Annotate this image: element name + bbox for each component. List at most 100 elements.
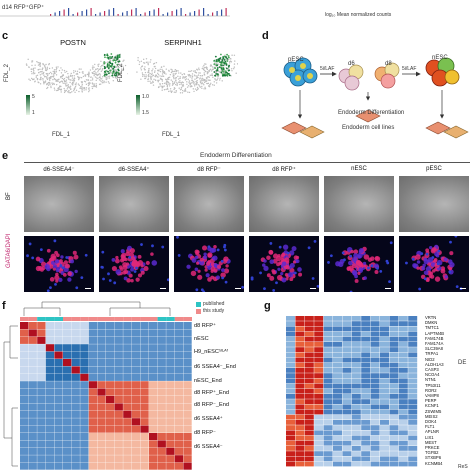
gene-label: CASP3 bbox=[425, 367, 439, 372]
scale-bar bbox=[160, 287, 166, 289]
row-label-bf: BF bbox=[6, 192, 12, 200]
heatmap-row-label: d8 RFP⁺ bbox=[194, 323, 216, 329]
heatmap-row-label: d6 SSEA4⁺ bbox=[194, 416, 223, 422]
gene-label: TP53I11 bbox=[425, 382, 441, 388]
gene-label: SLC39A8 bbox=[425, 346, 443, 352]
scale-bar bbox=[235, 287, 241, 289]
brightfield-image bbox=[399, 176, 469, 232]
gene-label: VRTN bbox=[425, 315, 437, 320]
correlation-heatmap bbox=[3, 301, 192, 470]
d8-cell-cluster bbox=[374, 62, 400, 89]
axis-label: log₁₀ Mean normalized counts bbox=[325, 12, 392, 18]
legend-thisstudy-label: this study bbox=[203, 308, 225, 314]
legend-min-postn: 1 bbox=[32, 110, 35, 116]
process-label: Endoderm Differentiation bbox=[338, 110, 405, 116]
panel-e-letter: e bbox=[2, 150, 9, 162]
legend-max-postn: 5 bbox=[32, 94, 35, 100]
heatmap-row-label: d8 RFP⁺_End bbox=[194, 390, 229, 396]
gene-label: VAMP8 bbox=[425, 393, 439, 398]
genome-track-strip: d14 RFP⁺GFP⁺ log₁₀ Mean normalized count… bbox=[0, 0, 474, 22]
gene-label: APLNR bbox=[425, 429, 439, 435]
gene-label: PERP bbox=[425, 398, 437, 404]
gene-label: STXBP6 bbox=[425, 455, 442, 461]
legend-published-swatch bbox=[196, 302, 201, 307]
scale-bar bbox=[85, 287, 91, 289]
gene-label: TMTC1 bbox=[425, 325, 439, 331]
scale-bar bbox=[385, 287, 391, 289]
scale-bar bbox=[310, 287, 316, 289]
column-title-2: d8 RFP⁻ bbox=[197, 167, 221, 173]
legend-min-serpinh1: 1.5 bbox=[142, 110, 149, 116]
endoderm-cells-left bbox=[281, 121, 325, 139]
gene-label: MEST bbox=[425, 439, 437, 445]
brightfield-image bbox=[24, 176, 94, 232]
legend-bar-postn bbox=[26, 95, 30, 115]
gene-label: NID2 bbox=[425, 356, 435, 362]
gene-heatmap bbox=[286, 316, 418, 467]
heatmap-row-label: nESC bbox=[194, 336, 209, 342]
umap-title-serpinh1: SERPINH1 bbox=[164, 38, 202, 47]
legend-bar-serpinh1 bbox=[136, 95, 140, 115]
column-title-5: pESC bbox=[426, 166, 442, 172]
immunofluorescence-image bbox=[99, 236, 169, 292]
pesc-cell-cluster bbox=[283, 57, 318, 87]
differentiation-schematic bbox=[281, 57, 469, 139]
brightfield-image bbox=[249, 176, 319, 232]
umap-xlabel-2: FDL_1 bbox=[162, 132, 181, 138]
de-side-label: DE bbox=[458, 360, 467, 366]
panel-e-header: Endoderm Differentiation bbox=[200, 152, 272, 159]
panel-d-letter: d bbox=[262, 30, 269, 42]
result-label: Endoderm cell lines bbox=[342, 125, 395, 131]
gene-label: ALDH1A3 bbox=[425, 361, 444, 367]
legend-thisstudy-swatch bbox=[196, 309, 201, 314]
umap-ylabel-2: FDL_2 bbox=[118, 63, 124, 82]
endoderm-cells-right bbox=[425, 121, 469, 139]
track-label: d14 RFP⁺GFP⁺ bbox=[2, 5, 45, 11]
label-nesc: nESC bbox=[432, 55, 448, 61]
gene-label: NTN1 bbox=[425, 377, 436, 383]
gene-label: LAPTM4B bbox=[425, 330, 445, 336]
umap-ylabel-1: FDL_2 bbox=[4, 63, 10, 82]
column-title-4: nESC bbox=[351, 166, 367, 172]
heatmap-row-label: H9_nESC⁵ᴵᴸᴬᶠ bbox=[194, 349, 228, 355]
umap-xlabel-1: FDL_1 bbox=[52, 132, 71, 138]
legend-max-serpinh1: 1.0 bbox=[142, 94, 149, 100]
immunofluorescence-image bbox=[324, 236, 394, 292]
gene-label: FLT1 bbox=[425, 424, 435, 430]
heatmap-row-label: d8 RFP⁻ bbox=[194, 430, 216, 436]
immunofluorescence-image bbox=[249, 236, 319, 292]
nesc-cell-cluster bbox=[425, 57, 460, 87]
gene-label: KCNMB4 bbox=[425, 460, 443, 466]
panel-f-letter: f bbox=[2, 300, 6, 312]
arrow-label-1: 5i/LAF bbox=[320, 66, 335, 72]
immunofluorescence-image bbox=[399, 236, 469, 292]
row-label-gata6: GATA6/DAPI bbox=[6, 233, 12, 268]
d6-cell-cluster bbox=[338, 64, 364, 91]
label-pesc: pESC bbox=[288, 57, 304, 63]
column-title-0: d6-SSEA4⁻ bbox=[43, 167, 75, 173]
umap-title-postn: POSTN bbox=[60, 38, 86, 47]
gene-label: PRKCE bbox=[425, 445, 440, 450]
gene-label: TGFB2 bbox=[425, 450, 439, 456]
column-title-1: d6-SSEA4⁺ bbox=[118, 167, 150, 173]
gene-label: ROR2 bbox=[425, 387, 437, 393]
umap-plot-postn bbox=[25, 53, 128, 94]
brightfield-image bbox=[174, 176, 244, 232]
brightfield-image bbox=[324, 176, 394, 232]
gene-label: FAM174B bbox=[425, 335, 444, 341]
immunofluorescence-image bbox=[24, 236, 94, 292]
heatmap-row-label: d8 RFP⁻_End bbox=[194, 402, 229, 408]
gene-label: DMKN bbox=[425, 320, 438, 326]
label-d6: d6 bbox=[348, 61, 355, 67]
gene-label: MEIS2 bbox=[425, 413, 438, 419]
gene-label: TRPA1 bbox=[425, 351, 439, 357]
brightfield-image bbox=[99, 176, 169, 232]
column-title-3: d8 RFP⁺ bbox=[272, 167, 296, 173]
gene-label: LIX1 bbox=[425, 434, 434, 440]
genome-track-svg bbox=[0, 8, 230, 17]
heatmap-row-label: d6 SSEA4⁻ bbox=[194, 444, 223, 450]
scale-bar bbox=[460, 287, 466, 289]
label-d8: d8 bbox=[385, 61, 392, 67]
heatmap-row-label: d6 SSEA4⁻_End bbox=[194, 364, 236, 370]
immunofluorescence-image bbox=[174, 236, 244, 292]
